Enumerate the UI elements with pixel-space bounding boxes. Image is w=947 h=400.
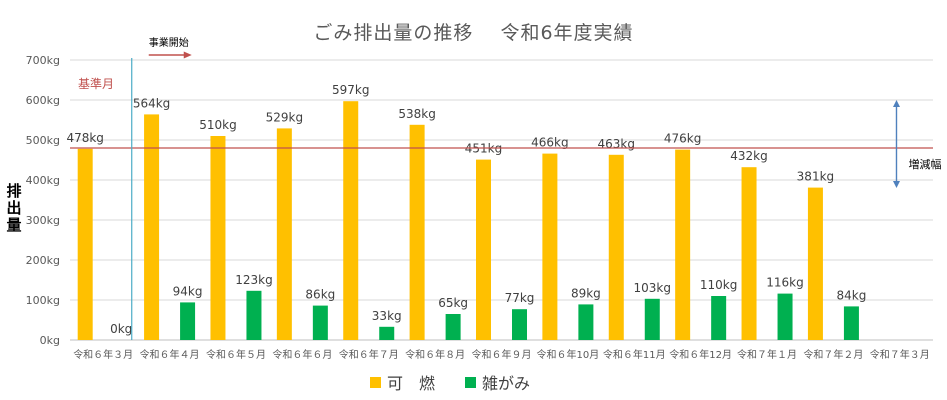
legend-label-paper: 雑がみ bbox=[482, 374, 531, 393]
y-tick-label: 100kg bbox=[26, 294, 60, 307]
bar-paper bbox=[777, 293, 793, 340]
bar-burnable bbox=[807, 187, 823, 340]
y-tick-label: 700kg bbox=[26, 54, 60, 67]
bar-paper bbox=[445, 314, 461, 340]
bar-burnable bbox=[343, 101, 359, 340]
x-tick-label: 令和６年12月 bbox=[669, 348, 732, 361]
legend-swatch-burnable bbox=[370, 376, 381, 388]
range-arrowhead-bottom bbox=[892, 181, 900, 188]
legend-label-burnable: 可 燃 bbox=[387, 374, 436, 393]
x-tick-label: 令和６年６月 bbox=[272, 348, 332, 361]
bar-paper bbox=[512, 309, 527, 340]
x-tick-label: 令和７年２月 bbox=[803, 348, 863, 361]
x-tick-label: 令和６年10月 bbox=[537, 348, 600, 361]
bar-burnable bbox=[542, 153, 558, 340]
bar-burnable bbox=[476, 159, 491, 340]
range-annotation-label: 増減幅 bbox=[908, 157, 941, 171]
data-label-paper: 103kg bbox=[634, 281, 671, 295]
y-tick-label: 500kg bbox=[26, 134, 60, 147]
x-tick-label: 令和６年11月 bbox=[603, 348, 666, 361]
data-label-burnable: 432kg bbox=[730, 149, 767, 163]
bar-burnable bbox=[210, 136, 226, 340]
data-label-paper: 0kg bbox=[110, 322, 132, 336]
data-label-burnable: 564kg bbox=[133, 96, 170, 110]
y-tick-label: 0kg bbox=[40, 334, 60, 347]
data-label-paper: 89kg bbox=[571, 286, 601, 300]
y-tick-label: 400kg bbox=[26, 174, 60, 187]
data-label-burnable: 478kg bbox=[66, 131, 103, 145]
x-tick-label: 令和６年３月 bbox=[73, 348, 133, 361]
bar-paper bbox=[246, 290, 262, 340]
data-label-burnable: 510kg bbox=[199, 118, 236, 132]
x-tick-label: 令和７年１月 bbox=[737, 348, 797, 361]
legend-swatch-paper bbox=[465, 376, 477, 388]
bar-paper bbox=[843, 306, 859, 340]
data-label-paper: 123kg bbox=[235, 273, 272, 287]
data-label-burnable: 529kg bbox=[266, 110, 303, 124]
legend: 可 燃 雑がみ bbox=[370, 370, 560, 394]
y-tick-label: 300kg bbox=[26, 214, 60, 227]
bar-burnable bbox=[276, 128, 292, 340]
data-label-burnable: 463kg bbox=[598, 137, 635, 151]
data-label-paper: 33kg bbox=[372, 309, 402, 323]
bar-burnable bbox=[409, 124, 425, 340]
range-arrowhead-top bbox=[892, 100, 900, 107]
x-tick-label: 令和６年５月 bbox=[206, 348, 266, 361]
x-tick-label: 令和６年８月 bbox=[405, 348, 465, 361]
data-label-paper: 77kg bbox=[505, 291, 535, 305]
data-label-paper: 94kg bbox=[173, 284, 203, 298]
data-label-paper: 110kg bbox=[700, 278, 737, 292]
x-tick-label: 令和６年４月 bbox=[140, 348, 200, 361]
data-label-burnable: 538kg bbox=[398, 107, 435, 121]
data-label-burnable: 476kg bbox=[664, 132, 701, 146]
bar-burnable bbox=[741, 167, 757, 340]
reference-line-label: 基準月 bbox=[78, 76, 114, 91]
y-tick-label: 600kg bbox=[26, 94, 60, 107]
legend-item-paper: 雑がみ bbox=[465, 370, 530, 394]
bar-paper bbox=[180, 302, 196, 340]
bar-paper bbox=[312, 305, 328, 340]
data-label-paper: 65kg bbox=[438, 296, 468, 310]
data-label-burnable: 597kg bbox=[332, 83, 369, 97]
bar-burnable bbox=[675, 149, 691, 340]
chart-title: ごみ排出量の推移 令和6年度実績 bbox=[313, 22, 634, 44]
legend-item-burnable: 可 燃 bbox=[370, 370, 435, 394]
y-axis-label: 排出量 bbox=[6, 182, 22, 234]
data-label-paper: 116kg bbox=[766, 276, 803, 290]
bar-burnable bbox=[608, 154, 624, 340]
bar-burnable bbox=[144, 114, 160, 341]
bar-paper bbox=[379, 326, 395, 340]
bar-paper bbox=[711, 296, 727, 340]
bar-paper bbox=[644, 298, 660, 340]
bar-burnable bbox=[77, 148, 93, 340]
data-label-burnable: 466kg bbox=[531, 136, 568, 150]
start-marker-label: 事業開始 bbox=[149, 36, 189, 49]
data-label-paper: 86kg bbox=[305, 288, 335, 302]
data-label-paper: 84kg bbox=[837, 288, 867, 302]
data-label-burnable: 451kg bbox=[465, 142, 502, 156]
x-tick-label: 令和７年３月 bbox=[870, 348, 930, 361]
x-tick-label: 令和６年７月 bbox=[339, 348, 399, 361]
start-marker-arrowhead bbox=[183, 51, 192, 59]
y-tick-label: 200kg bbox=[26, 254, 60, 267]
data-label-burnable: 381kg bbox=[797, 170, 834, 184]
x-tick-label: 令和６年９月 bbox=[472, 348, 532, 361]
bar-paper bbox=[578, 304, 594, 340]
